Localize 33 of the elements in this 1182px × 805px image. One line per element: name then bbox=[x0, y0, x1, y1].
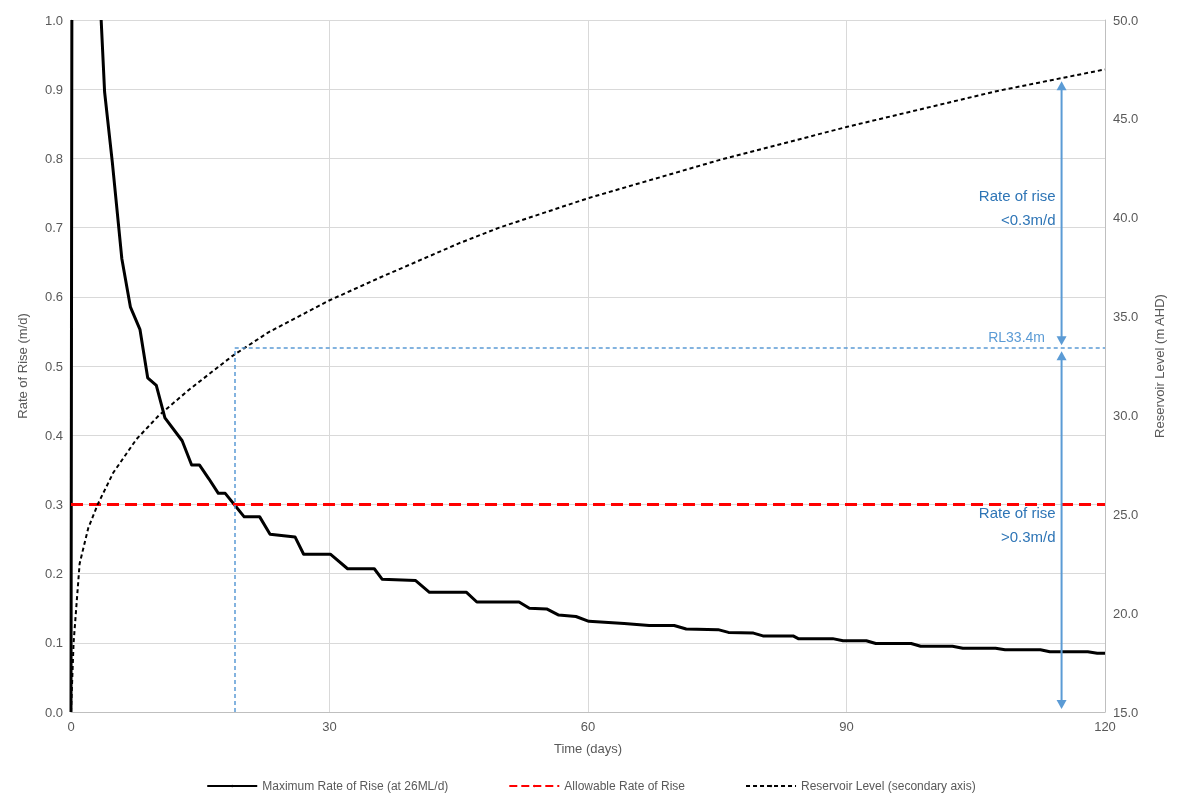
legend-label: Maximum Rate of Rise (at 26ML/d) bbox=[262, 779, 449, 793]
y2-tick-label: 35.0 bbox=[1113, 309, 1139, 325]
y2-tick-label: 50.0 bbox=[1113, 12, 1139, 28]
y2-tick-label: 40.0 bbox=[1113, 210, 1139, 226]
x-tick-label: 30 bbox=[322, 719, 337, 734]
y2-tick-label: 30.0 bbox=[1113, 407, 1139, 423]
y-tick-label: 0.3 bbox=[44, 496, 63, 512]
y2-tick-label: 45.0 bbox=[1113, 111, 1139, 127]
y-tick-label: 0.9 bbox=[44, 81, 63, 97]
y-tick-label: 1.0 bbox=[44, 12, 63, 28]
y-tick-label: 0.6 bbox=[44, 289, 63, 305]
x-tick-label: 120 bbox=[1094, 719, 1116, 734]
y-tick-label: 0.7 bbox=[44, 220, 63, 236]
y-axis-title: Rate of Rise (m/d) bbox=[15, 313, 30, 419]
annotation: Rate of rise >0.3m/d bbox=[978, 504, 1056, 546]
y-tick-label: 0.2 bbox=[44, 566, 63, 582]
annotation: Rate of rise <0.3m/d bbox=[978, 187, 1056, 229]
x-tick-label: 90 bbox=[839, 719, 854, 734]
x-tick-label: 0 bbox=[67, 719, 75, 734]
y-tick-label: 0.4 bbox=[44, 427, 63, 443]
legend-label: Reservoir Level (secondary axis) bbox=[801, 779, 976, 793]
y2-tick-label: 25.0 bbox=[1113, 506, 1139, 522]
y2-axis-title: Reservoir Level (m AHD) bbox=[1152, 294, 1167, 438]
x-tick-label: 60 bbox=[580, 719, 596, 734]
legend-label: Allowable Rate of Rise bbox=[564, 779, 686, 793]
y-tick-label: 0.8 bbox=[44, 150, 63, 166]
x-axis-title: Time (days) bbox=[553, 741, 623, 756]
y-tick-label: 0.0 bbox=[44, 704, 63, 720]
y-tick-label: 0.5 bbox=[44, 358, 63, 374]
y2-tick-label: 20.0 bbox=[1113, 605, 1139, 621]
y2-tick-label: 15.0 bbox=[1113, 704, 1139, 720]
ref-line-label: RL33.4m bbox=[988, 329, 1045, 346]
y-tick-label: 0.1 bbox=[44, 635, 63, 651]
